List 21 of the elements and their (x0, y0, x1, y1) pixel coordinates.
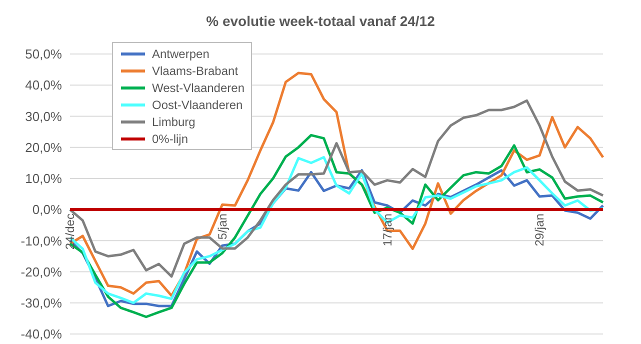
y-tick-label: 30,0% (25, 108, 62, 124)
y-tick-label: -40,0% (20, 326, 62, 342)
legend-label: Oost-Vlaanderen (152, 98, 243, 112)
y-tick-label: -30,0% (20, 296, 62, 311)
y-tick-label: 0,0% (32, 202, 62, 218)
y-tick-label: 20,0% (25, 140, 62, 155)
x-tick-label: 17/jan (380, 214, 394, 246)
y-tick-label: -20,0% (20, 264, 62, 280)
y-tick-label: 50,0% (25, 46, 62, 62)
y-tick-label: -10,0% (20, 233, 62, 248)
x-tick-label: 5/jan (215, 214, 230, 240)
chart-title: % evolutie week-totaal vanaf 24/12 (205, 12, 436, 31)
legend-label: West-Vlaanderen (152, 80, 244, 94)
legend-label: Vlaams-Brabant (152, 64, 238, 78)
legend-label: 0%-lijn (152, 132, 188, 146)
x-tick-label: 29/jan (532, 214, 547, 246)
legend-label: Limburg (152, 114, 196, 128)
y-tick-label: 40,0% (25, 78, 62, 93)
x-tick-label: 24/dec (63, 214, 77, 250)
legend-label: Antwerpen (152, 46, 210, 60)
y-tick-label: 10,0% (25, 171, 62, 186)
